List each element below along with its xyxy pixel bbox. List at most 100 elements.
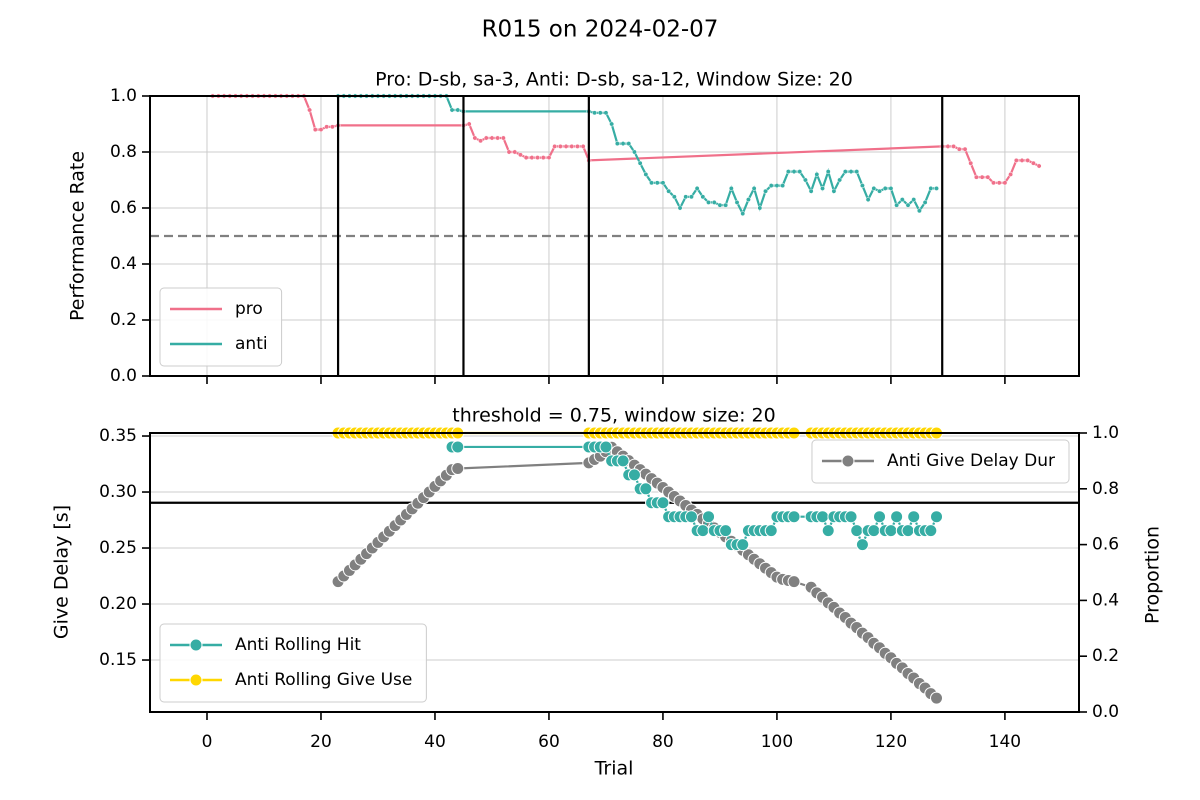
data-point [1036, 163, 1042, 169]
data-point [859, 183, 865, 189]
data-point [694, 185, 700, 191]
data-point [671, 194, 677, 200]
data-point [924, 524, 938, 538]
data-point [637, 160, 643, 166]
data-point [877, 188, 882, 194]
data-point [814, 171, 820, 177]
data-point [478, 138, 484, 144]
data-point [535, 155, 541, 161]
data-point [855, 538, 869, 552]
data-point [991, 180, 996, 186]
data-point [928, 185, 934, 191]
legend-label: pro [235, 299, 263, 319]
data-point [787, 575, 801, 589]
data-point [871, 185, 877, 191]
data-point [696, 524, 710, 538]
data-point [768, 183, 774, 189]
y-tick-label: 0.35 [99, 426, 137, 446]
x-tick-label: 20 [310, 732, 332, 752]
legend-label: Anti Rolling Give Use [235, 670, 412, 690]
data-point [631, 149, 637, 155]
data-point [656, 496, 670, 510]
y-tick-label: 0.8 [110, 142, 137, 162]
data-point [329, 124, 335, 130]
data-point [802, 177, 808, 183]
data-point [951, 143, 957, 149]
data-point [763, 188, 768, 194]
data-point [797, 169, 803, 175]
y-axis-label: Performance Rate [67, 151, 89, 321]
data-point [911, 197, 917, 203]
x-tick-label: 0 [202, 732, 213, 752]
data-point [609, 121, 615, 127]
axes-frame [149, 432, 1080, 713]
data-point [930, 510, 944, 524]
data-point [506, 149, 512, 155]
data-point [956, 146, 962, 152]
legend-marker [841, 454, 855, 468]
data-point [1030, 160, 1036, 166]
data-point [734, 199, 740, 205]
data-point [1013, 157, 1019, 163]
x-tick-label: 40 [424, 732, 446, 752]
data-point [757, 205, 763, 211]
data-point [884, 524, 898, 538]
legend-box [159, 623, 427, 703]
data-point [627, 468, 641, 482]
legend-marker [189, 673, 203, 687]
data-point [888, 185, 894, 191]
data-point [791, 169, 797, 175]
data-point [751, 185, 757, 191]
y-tick-label: 0.2 [110, 310, 137, 330]
data-point [842, 169, 848, 175]
data-point [899, 197, 905, 203]
data-point [821, 524, 835, 538]
data-point [844, 510, 858, 524]
data-point [787, 510, 801, 524]
data-point [684, 510, 698, 524]
legend-label: Anti Rolling Hit [235, 635, 361, 655]
data-point [500, 135, 506, 141]
data-point [546, 155, 552, 161]
data-point [922, 199, 928, 205]
data-point [850, 524, 864, 538]
data-point [603, 110, 609, 116]
data-point [472, 135, 478, 141]
data-point [907, 510, 921, 524]
data-point [512, 149, 518, 155]
axes-frame [149, 95, 1080, 377]
figure-title: R015 on 2024-02-07 [482, 17, 719, 43]
data-point [945, 143, 951, 149]
data-point [529, 155, 535, 161]
y2-tick-label: 0.8 [1092, 479, 1119, 499]
y-tick-label: 0.0 [110, 366, 137, 386]
data-point [552, 143, 558, 149]
data-point [1002, 180, 1008, 186]
data-point [736, 538, 750, 552]
data-point [483, 135, 489, 141]
data-point [873, 510, 887, 524]
x-tick-label: 100 [761, 732, 793, 752]
y-tick-label: 0.15 [99, 650, 137, 670]
data-point [867, 524, 881, 538]
data-point [666, 188, 672, 194]
data-point [702, 510, 716, 524]
legend-box [159, 287, 283, 367]
data-point [455, 107, 461, 113]
legend-label: Anti Give Delay Dur [887, 451, 1055, 471]
data-point [616, 454, 630, 468]
data-point [557, 143, 563, 149]
data-point [626, 141, 632, 147]
data-point [854, 169, 860, 175]
data-point [683, 194, 689, 200]
data-point [643, 171, 649, 177]
data-point [774, 183, 780, 189]
data-point [916, 208, 922, 214]
data-point [1019, 157, 1025, 163]
data-point [451, 440, 465, 454]
data-point [580, 143, 586, 149]
data-point [717, 202, 723, 208]
data-point [639, 482, 653, 496]
data-point [711, 199, 717, 205]
data-point [820, 185, 825, 191]
